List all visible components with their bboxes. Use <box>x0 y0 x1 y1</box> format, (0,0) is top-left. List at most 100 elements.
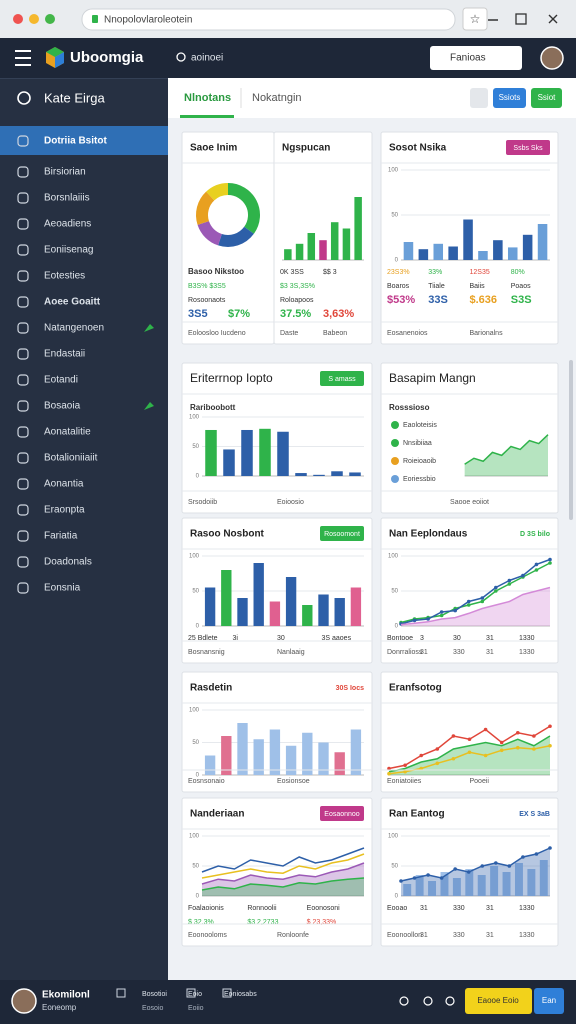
menu-button[interactable] <box>15 50 31 66</box>
nav-item[interactable]: Aeoadiens <box>44 219 91 230</box>
tab-button[interactable] <box>531 88 562 108</box>
user-avatar[interactable] <box>11 988 37 1014</box>
nav-item[interactable]: Bosaoia <box>44 401 81 412</box>
badge[interactable] <box>320 806 364 821</box>
nav-item[interactable]: Eraonpta <box>44 505 85 516</box>
card-footer[interactable]: 31 <box>486 649 494 656</box>
point <box>467 737 472 742</box>
nav-item[interactable]: Eotesties <box>44 271 85 282</box>
card-footer[interactable]: Eoonooloms <box>188 932 227 939</box>
card-title: Eranfsotog <box>389 683 442 694</box>
nav-item[interactable]: Birsiorian <box>44 167 86 178</box>
point <box>480 599 485 604</box>
star-button[interactable] <box>462 7 488 31</box>
bar-item[interactable]: Eoio <box>188 991 202 998</box>
card-footer[interactable]: 330 <box>453 932 465 939</box>
card-footer[interactable]: Daste <box>280 330 298 337</box>
zoom-dot[interactable] <box>45 14 55 24</box>
point <box>466 603 471 607</box>
bar <box>253 563 264 626</box>
nav-item[interactable]: Eotandi <box>44 375 78 386</box>
card-footer[interactable]: 1330 <box>519 932 535 939</box>
nav-icon <box>17 400 29 412</box>
card-footer[interactable]: Nanlaaig <box>277 649 305 656</box>
card-footer[interactable]: Babeon <box>323 330 347 337</box>
pin-icon <box>144 402 154 410</box>
avatar[interactable] <box>540 46 564 70</box>
bar-item[interactable]: Eoniosabs <box>224 991 257 998</box>
card-footer[interactable]: Eosanenoios <box>387 330 428 337</box>
card-footer[interactable]: 1330 <box>519 649 535 656</box>
y-tick-label: 100 <box>189 834 200 840</box>
nav-item[interactable]: Eoniisenag <box>44 245 93 256</box>
bar-icon <box>186 988 196 998</box>
card-footer[interactable]: Eoioosio <box>277 499 304 506</box>
y-tick-label: 0 <box>395 624 399 630</box>
badge[interactable] <box>320 526 364 541</box>
tab[interactable]: Nokatngin <box>252 92 302 104</box>
card-footer[interactable]: Eosnsonaio <box>188 778 225 785</box>
nav-item[interactable]: Endastaii <box>44 349 85 360</box>
point <box>435 747 440 751</box>
card-footer[interactable]: 31 <box>420 932 428 939</box>
nav-item[interactable]: Fariatia <box>44 531 78 542</box>
tool-icon[interactable] <box>445 996 455 1006</box>
line <box>201 853 365 879</box>
y-tick-label: 100 <box>189 554 200 560</box>
tab-button[interactable] <box>493 88 526 108</box>
card-footer[interactable]: Donrralioss <box>387 649 423 656</box>
search-text[interactable]: aoinoei <box>191 53 223 64</box>
nav-item[interactable]: Aoee Goaitt <box>44 297 101 308</box>
card-footer[interactable]: Eosionsoe <box>277 778 310 785</box>
card-footer[interactable]: Pooeii <box>470 778 490 785</box>
card-footer[interactable]: Srsodoiib <box>188 499 217 506</box>
bar <box>318 742 329 775</box>
nav-item[interactable]: Borsnlaiiis <box>44 193 90 204</box>
legend-dot <box>391 421 399 429</box>
url-bar[interactable] <box>81 8 456 31</box>
card-footer[interactable]: Eoloosloo Iucdeno <box>188 330 246 337</box>
nav-item[interactable]: Doadonals <box>44 557 92 568</box>
point <box>419 766 424 771</box>
point <box>387 766 391 771</box>
card-footer[interactable]: 31 <box>420 649 428 656</box>
bar <box>418 249 429 260</box>
card-footer[interactable]: Bosnansnig <box>188 649 225 656</box>
point <box>494 861 498 865</box>
card-footer[interactable]: Ronloonfe <box>277 932 309 939</box>
search-icon[interactable] <box>176 52 186 62</box>
nav-item[interactable]: Botalioniiaiit <box>44 453 98 464</box>
primary-button[interactable] <box>465 988 532 1014</box>
nav-icon <box>17 135 29 147</box>
card-footer[interactable]: Eoonoollon <box>387 932 422 939</box>
tab[interactable]: Nlnotans <box>184 92 231 104</box>
card-footer[interactable]: Barionalns <box>470 330 504 337</box>
secondary-button[interactable] <box>534 988 564 1014</box>
nav-item[interactable]: Aonatalitie <box>44 427 91 438</box>
card-footer[interactable]: 330 <box>453 649 465 656</box>
card-footer[interactable]: Eoniatoiies <box>387 778 422 785</box>
nav-item[interactable]: Aonantia <box>44 479 84 490</box>
close-button[interactable] <box>548 14 558 24</box>
bar <box>463 219 473 260</box>
nav-item[interactable]: Eonsnia <box>44 583 81 594</box>
tool-icon[interactable] <box>399 996 409 1006</box>
nav-icon <box>17 296 29 308</box>
nav-icon <box>17 478 29 490</box>
icon-button[interactable] <box>470 88 488 108</box>
bar <box>452 878 461 896</box>
card-title: Nanderiaan <box>190 809 244 820</box>
bar-item[interactable]: Bosotioi <box>142 991 167 998</box>
maximize-button[interactable] <box>515 13 527 25</box>
card-footer[interactable]: 31 <box>486 932 494 939</box>
nav-item[interactable]: Dotriia Bsitot <box>44 136 107 147</box>
nav-item[interactable]: Natangenoen <box>44 323 104 334</box>
close-dot[interactable] <box>13 14 23 24</box>
tool-icon[interactable] <box>423 996 433 1006</box>
badge[interactable] <box>320 371 364 386</box>
header-button[interactable] <box>430 46 522 70</box>
minimize-dot[interactable] <box>29 14 39 24</box>
card-footer[interactable]: Saooe eoiiot <box>450 499 489 506</box>
nav-icon <box>17 374 29 386</box>
badge[interactable] <box>506 140 550 155</box>
